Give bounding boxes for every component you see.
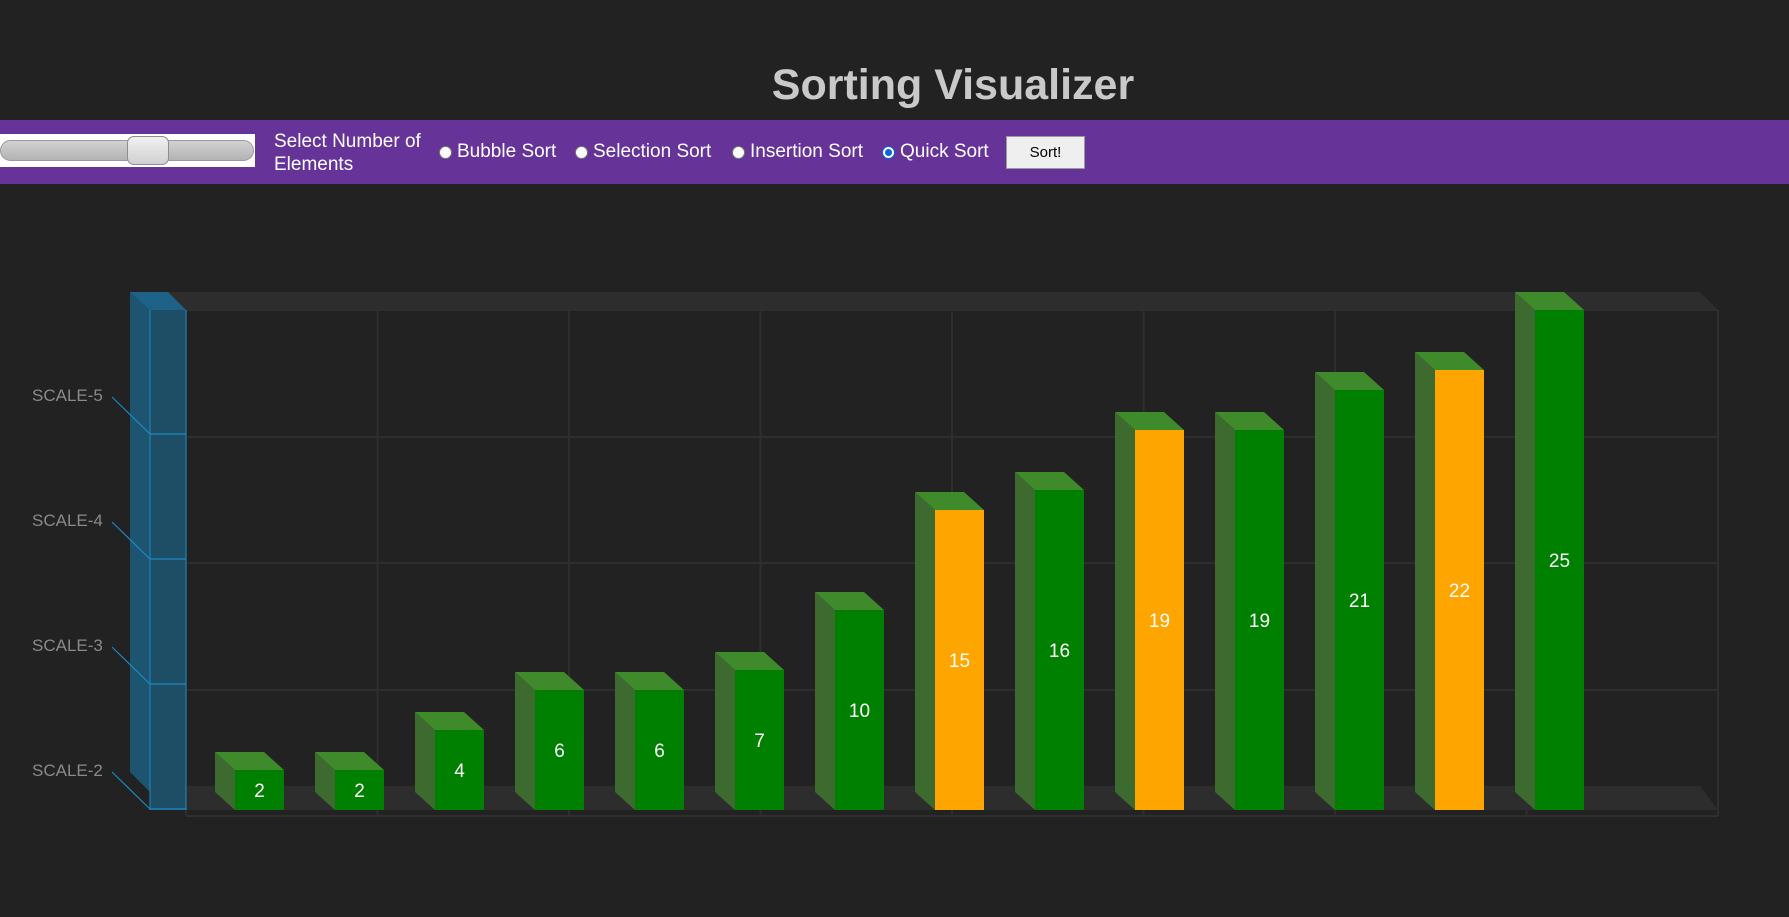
bar-top xyxy=(1515,292,1584,310)
scale-label: SCALE-3 xyxy=(32,636,103,655)
bar xyxy=(635,690,684,810)
bar xyxy=(1035,490,1084,810)
element-count-slider[interactable] xyxy=(0,134,255,167)
bar-value-label: 25 xyxy=(1549,551,1570,572)
bar-highlighted xyxy=(1435,370,1484,810)
selection-sort-radio[interactable] xyxy=(575,145,588,159)
bar-side xyxy=(515,672,535,810)
scale-tick xyxy=(111,771,151,810)
bar-value-label: 16 xyxy=(1049,641,1070,662)
bar-side xyxy=(1515,292,1535,810)
slider-thumb[interactable] xyxy=(127,136,169,165)
bubble-sort-option[interactable]: Bubble Sort xyxy=(439,141,556,163)
scale-label: SCALE-5 xyxy=(32,386,103,405)
bar-side xyxy=(315,752,335,810)
bar-top xyxy=(1115,412,1184,430)
chart-top-wall xyxy=(166,292,1718,310)
bubble-sort-radio[interactable] xyxy=(439,145,452,159)
bar-side xyxy=(615,672,635,810)
scale-label: SCALE-4 xyxy=(32,511,103,530)
bar xyxy=(235,770,284,810)
bar-value-label: 7 xyxy=(754,731,765,752)
bar-value-label: 2 xyxy=(354,781,365,802)
bar-top xyxy=(715,652,784,670)
quick-sort-option[interactable]: Quick Sort xyxy=(882,141,989,163)
bar-side xyxy=(715,652,735,810)
bar-value-label: 10 xyxy=(849,701,870,722)
bar-top xyxy=(515,672,584,690)
selection-sort-label[interactable]: Selection Sort xyxy=(593,141,712,162)
bar-value-label: 6 xyxy=(554,741,565,762)
bar-top xyxy=(1015,472,1084,490)
scale-label: SCALE-2 xyxy=(32,761,103,780)
bar xyxy=(1535,310,1584,810)
bar xyxy=(735,670,784,810)
bar-top xyxy=(915,492,984,510)
bar xyxy=(435,730,484,810)
bar-side xyxy=(415,712,435,810)
quick-sort-label[interactable]: Quick Sort xyxy=(900,141,989,162)
scale-axis-top xyxy=(130,292,186,310)
bar-value-label: 6 xyxy=(654,741,665,762)
bar-value-label: 19 xyxy=(1249,611,1270,632)
scale-axis-front xyxy=(150,310,186,810)
bar-top xyxy=(815,592,884,610)
bar-top xyxy=(1215,412,1284,430)
scale-axis-side xyxy=(130,292,150,792)
bar-highlighted xyxy=(935,510,984,810)
bar-side xyxy=(215,752,235,810)
scale-tick xyxy=(111,521,151,560)
bubble-sort-label[interactable]: Bubble Sort xyxy=(457,141,557,162)
bar xyxy=(835,610,884,810)
bar xyxy=(1335,390,1384,810)
bar-highlighted xyxy=(1135,430,1184,810)
selection-sort-option[interactable]: Selection Sort xyxy=(575,141,711,163)
bar-value-label: 15 xyxy=(949,651,970,672)
bar-top xyxy=(415,712,484,730)
insertion-sort-radio[interactable] xyxy=(732,145,745,159)
scale-tick xyxy=(111,396,151,435)
sort-button[interactable]: Sort! xyxy=(1006,136,1085,169)
bar-value-label: 2 xyxy=(254,781,265,802)
bar-side xyxy=(815,592,835,810)
bar-top xyxy=(615,672,684,690)
bar-top xyxy=(1415,352,1484,370)
scale-tick xyxy=(111,646,151,685)
bar-top xyxy=(315,752,384,770)
bar-top xyxy=(1315,372,1384,390)
insertion-sort-label[interactable]: Insertion Sort xyxy=(750,141,863,162)
insertion-sort-option[interactable]: Insertion Sort xyxy=(732,141,863,163)
toolbar: Select Number of Elements Bubble Sort Se… xyxy=(0,120,1789,184)
bar-side xyxy=(1315,372,1335,810)
slider-label: Select Number of Elements xyxy=(274,131,421,175)
bar-value-label: 19 xyxy=(1149,611,1170,632)
bar-side xyxy=(1215,412,1235,810)
bar-side xyxy=(1115,412,1135,810)
bar xyxy=(335,770,384,810)
bar-side xyxy=(1015,472,1035,810)
bar-value-label: 4 xyxy=(454,761,465,782)
bar xyxy=(535,690,584,810)
bar-top xyxy=(215,752,284,770)
bar-value-label: 22 xyxy=(1449,581,1470,602)
bar xyxy=(1235,430,1284,810)
bar-value-label: 21 xyxy=(1349,591,1370,612)
bar-side xyxy=(1415,352,1435,810)
quick-sort-radio[interactable] xyxy=(882,145,895,159)
bar-side xyxy=(915,492,935,810)
